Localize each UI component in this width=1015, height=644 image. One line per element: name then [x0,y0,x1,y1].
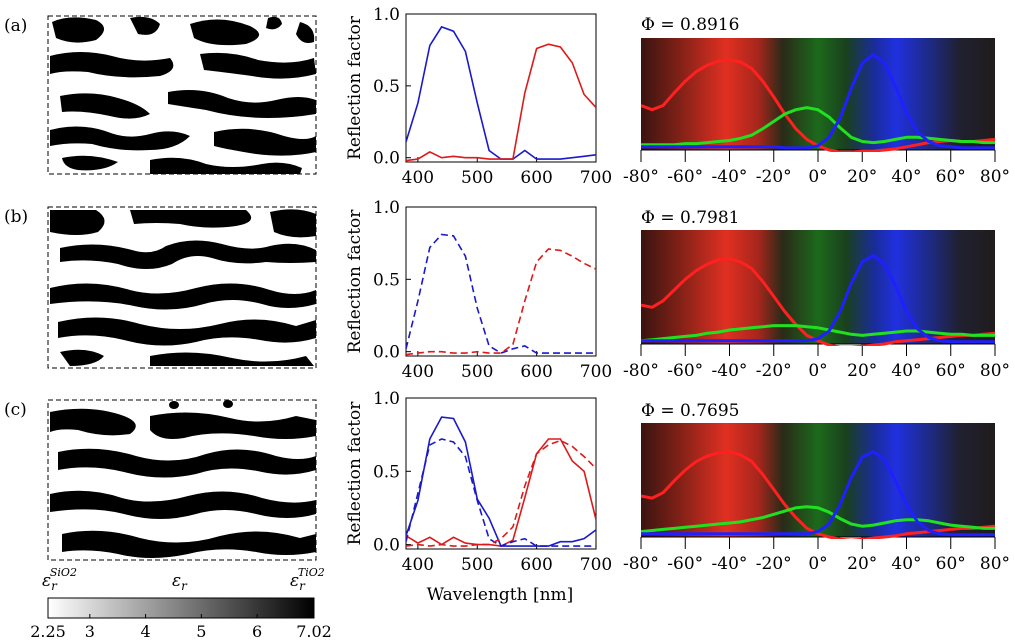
plot-frame [405,397,597,550]
colorbar: εrSiO2 εr εrTiO2 2.25 3 4 5 6 7.02 [30,566,332,641]
y-tick-label: 0.0 [373,536,400,556]
colorbar-tick-label: 4 [140,622,150,641]
x-tick-label: 600 [520,555,552,575]
series-blue-dashed-line [406,438,596,547]
series-blue-line [641,450,995,537]
series-red-solid-line [406,43,596,162]
x-tick-label: 60° [936,167,966,187]
refl-ylabel: Reflection factor [345,209,365,354]
y-tick-label: 1.0 [373,198,400,218]
phi-value: Φ = 0.7695 [641,401,739,421]
x-tick-label: -40° [712,167,748,187]
refl-ylabel: Reflection factor [345,401,365,546]
x-tick-label: 80° [980,167,1010,187]
structure-frame [47,15,317,175]
x-tick-label: -40° [712,361,748,381]
structure-map-b [47,206,317,369]
x-tick-label: 20° [847,361,877,381]
x-tick-label: 400 [402,362,434,382]
y-tick-label: 0.5 [373,462,400,482]
x-tick-label: 700 [580,362,612,382]
series-red-line [641,257,995,346]
x-tick-label: 700 [580,555,612,575]
series-blue-line [641,53,995,150]
angular-plot-b: Φ = 0.7981 -80° -60° -40° -20° 0° 20° 40° 60° 80° [623,208,1010,381]
x-tick-label: 0° [808,554,827,574]
colorbar-label-mid: εr [172,571,188,593]
reflection-plot-a: 0.0 0.5 1.0 400 500 600 700 Reflection factor [345,5,612,188]
x-tick-label: 20° [847,167,877,187]
colorbar-label-right: εrTiO2 [290,566,325,593]
colorbar-tick-label: 5 [196,622,206,641]
y-tick-label: 0.5 [373,77,400,97]
x-tick-label: -20° [756,361,792,381]
angular-plot-a: Φ = 0.8916 -80° -60° -40° -20° 0° 20° 40° 60° 80° [623,15,1010,187]
panel-label-a: (a) [4,16,27,36]
x-tick-label: 40° [891,554,921,574]
series-green-line [641,106,995,147]
x-tick-label: -80° [623,554,659,574]
x-tick-label: 60° [936,361,966,381]
series-blue-dashed-line [406,233,596,354]
series-green-line [641,505,995,534]
spectrum-background [641,423,995,537]
refl-xlabel: Wavelength [nm] [427,585,574,605]
x-tick-label: 0° [808,361,827,381]
y-tick-label: 0.5 [373,270,400,290]
structure-map-a [47,15,317,175]
spectrum-background [641,38,995,150]
x-tick-label: 400 [402,555,434,575]
x-tick-label: -40° [712,554,748,574]
x-tick-label: 60° [936,554,966,574]
x-tick-label: 40° [891,361,921,381]
series-red-line [641,450,995,539]
colorbar-gradient [47,597,315,619]
x-tick-label: -60° [667,167,703,187]
y-tick-label: 1.0 [373,5,400,25]
x-tick-label: 500 [461,555,493,575]
refl-ylabel: Reflection factor [345,15,365,160]
colorbar-tick-label: 3 [85,622,95,641]
panel-label-b: (b) [4,207,28,227]
x-tick-label: 500 [461,168,493,188]
x-tick-label: 80° [980,361,1010,381]
x-tick-label: -20° [756,167,792,187]
y-tick-label: 0.0 [373,343,400,363]
spectrum-background [641,230,995,344]
x-tick-label: 400 [402,168,434,188]
x-tick-label: -60° [667,361,703,381]
x-tick-label: 80° [980,554,1010,574]
colorbar-tick-label: 2.25 [30,622,66,641]
y-tick-label: 1.0 [373,389,400,409]
structure-map-c [47,399,317,561]
x-tick-label: 0° [808,167,827,187]
reflection-plot-c: 0.0 0.5 1.0 400 500 600 700 Reflection factor [345,389,612,575]
x-tick-label: -20° [756,554,792,574]
angular-plot-c: Φ = 0.7695 -80° -60° -40° -20° 0° 20° 40° 60° 80° [623,401,1010,574]
colorbar-tick-label: 6 [252,622,262,641]
series-blue-line [641,253,995,344]
plot-frame [405,13,597,163]
x-tick-label: 600 [520,362,552,382]
y-tick-label: 0.0 [373,149,400,169]
reflection-plot-b: 0.0 0.5 1.0 400 500 600 700 Reflection factor [345,198,612,382]
x-tick-label: 700 [580,168,612,188]
x-tick-label: -80° [623,167,659,187]
plot-frame [405,206,597,357]
colorbar-label-left: εrSiO2 [42,566,77,593]
x-tick-label: 500 [461,362,493,382]
x-tick-label: 600 [520,168,552,188]
x-tick-label: 20° [847,554,877,574]
phi-value: Φ = 0.8916 [641,15,739,35]
panel-label-c: (c) [4,400,27,420]
series-green-line [641,324,995,343]
colorbar-tick-label: 7.02 [296,622,332,641]
x-tick-label: -80° [623,361,659,381]
series-red-dashed-line [406,439,596,547]
phi-value: Φ = 0.7981 [641,208,739,228]
x-tick-label: -60° [667,554,703,574]
x-tick-label: 40° [891,167,921,187]
